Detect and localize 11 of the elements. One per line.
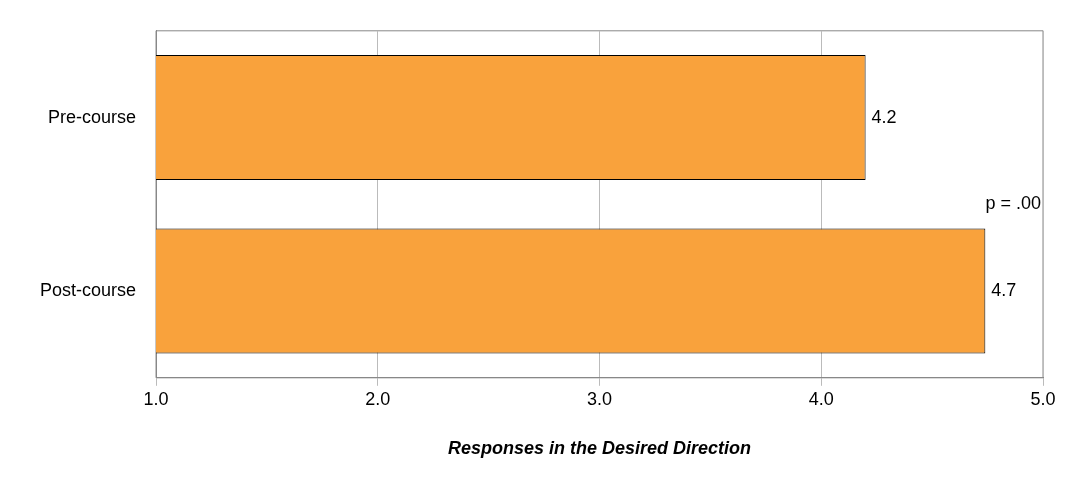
annotation: p = .00 [985,193,1041,214]
y-tick-label: Pre-course [48,106,137,127]
y-tick-label: Post-course [39,280,137,301]
x-axis-title: Responses in the Desired Direction [447,438,752,459]
x-tick-label: 2.0 [365,388,391,409]
x-tick-label: 3.0 [587,388,613,409]
x-tick-label: 1.0 [143,388,169,409]
x-tick-label: 4.0 [808,388,834,409]
data-label: 4.7 [991,280,1017,301]
x-tick-label: 5.0 [1030,388,1056,409]
data-label: 4.2 [871,106,897,127]
